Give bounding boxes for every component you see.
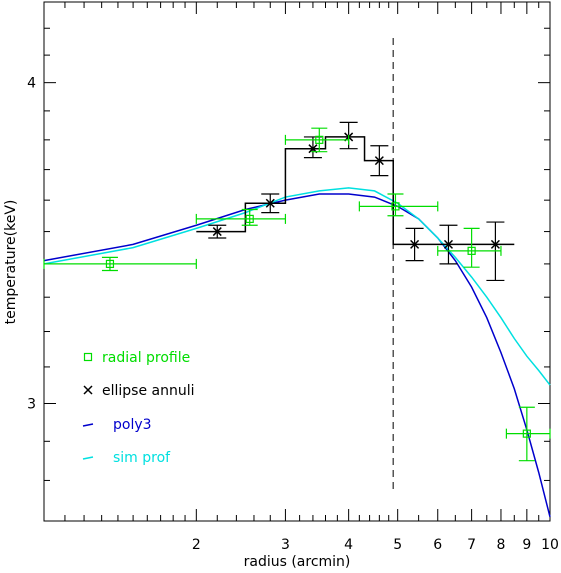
legend-item-radial-profile: radial profile [83, 350, 190, 366]
radial-profile-point [43, 256, 197, 272]
axis-tick-labels: 2 3 4 5 6 7 8 9 10 3 4 [27, 76, 559, 553]
legend-label: poly3 [113, 417, 152, 433]
ellipse-annuli-marker [212, 227, 222, 237]
ellipse-annuli-point [208, 224, 227, 239]
radial-profile-marker [315, 135, 324, 144]
radial-profile-point [284, 127, 350, 153]
y-tick-label: 4 [27, 76, 36, 92]
radial-profile-marker [391, 202, 400, 211]
ellipse-annuli-step [196, 136, 515, 246]
radial-profile-marker [467, 246, 476, 255]
legend-x-marker [83, 385, 93, 395]
ellipse-annuli-marker [374, 156, 384, 166]
legend: radial profile ellipse annuli poly3 sim pro… [82, 350, 195, 466]
legend-square-marker [83, 352, 93, 362]
radial-profile-point [505, 406, 551, 462]
ellipse-annuli-point [370, 145, 389, 177]
plot-frame [43, 1, 551, 522]
legend-item-poly3: poly3 [82, 417, 152, 433]
x-tick-label: 3 [281, 537, 290, 553]
x-tick-label: 8 [497, 537, 506, 553]
x-tick-label: 4 [344, 537, 353, 553]
radial-profile-marker [105, 259, 115, 269]
ellipse-annuli-marker [308, 144, 318, 154]
y-axis-label: temperature(keV) [3, 200, 19, 325]
radial-profile-point [195, 208, 287, 226]
x-tick-label: 9 [522, 537, 531, 553]
radial-profile-point [358, 193, 439, 217]
legend-line-marker [82, 456, 94, 460]
ellipse-annuli-point [405, 227, 424, 262]
radial-profile-series [43, 127, 551, 462]
x-tick-label: 7 [467, 537, 476, 553]
legend-label: ellipse annuli [102, 383, 195, 399]
x-axis-label: radius (arcmin) [244, 554, 351, 570]
legend-line-marker [82, 423, 94, 427]
radial-profile-marker [245, 214, 254, 224]
axis-ticks [44, 2, 551, 521]
radial-profile-marker [522, 429, 531, 438]
ellipse-annuli-point [486, 221, 505, 282]
ellipse-annuli-marker [490, 239, 500, 249]
radial-profile-point [437, 227, 502, 268]
ellipse-annuli-point [261, 193, 280, 214]
series-layer [43, 38, 551, 518]
ellipse-annuli-marker [265, 198, 275, 208]
ellipse-annuli-series [196, 121, 515, 282]
x-tick-label: 2 [192, 537, 201, 553]
x-tick-label: 10 [541, 537, 559, 553]
legend-item-ellipse-annuli: ellipse annuli [83, 383, 195, 399]
legend-label: sim prof [113, 450, 171, 466]
legend-label: radial profile [102, 350, 190, 366]
ellipse-annuli-marker [443, 239, 453, 249]
legend-item-sim-prof: sim prof [82, 450, 171, 466]
ellipse-annuli-marker [410, 239, 420, 249]
x-tick-label: 5 [393, 537, 402, 553]
x-tick-label: 6 [433, 537, 442, 553]
ellipse-annuli-point [439, 224, 458, 265]
y-tick-label: 3 [27, 396, 36, 412]
